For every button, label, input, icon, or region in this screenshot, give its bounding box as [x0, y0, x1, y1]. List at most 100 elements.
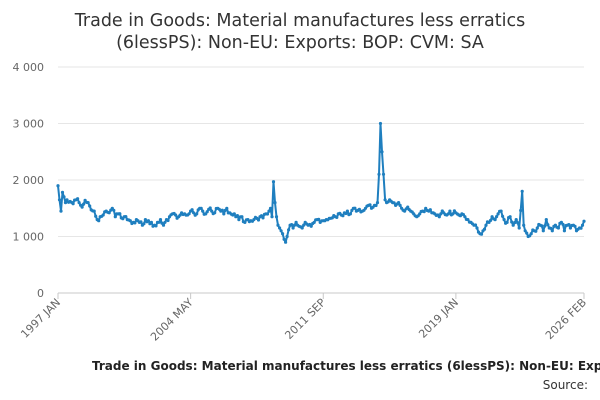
data-point — [484, 223, 488, 227]
data-point — [282, 237, 286, 241]
data-point — [568, 226, 573, 230]
data-point — [317, 217, 321, 221]
data-point — [378, 121, 383, 126]
data-point — [56, 184, 60, 188]
data-point — [208, 206, 212, 210]
data-point — [128, 219, 132, 223]
data-point — [353, 206, 357, 210]
data-point — [561, 222, 565, 226]
data-point — [513, 221, 517, 225]
data-point — [580, 223, 585, 227]
data-point — [290, 223, 294, 227]
data-point — [112, 208, 116, 212]
x-tick-label: 2011 SEP — [282, 296, 328, 342]
data-point — [161, 223, 166, 227]
data-point — [82, 202, 86, 206]
data-point — [274, 215, 279, 219]
data-point — [473, 223, 478, 227]
data-point — [380, 150, 384, 154]
data-point — [368, 203, 372, 207]
data-point — [345, 209, 349, 213]
y-tick-label: 4 000 — [13, 61, 45, 74]
data-point — [57, 198, 62, 202]
data-point — [158, 218, 163, 222]
data-point — [514, 218, 518, 222]
data-point — [543, 224, 547, 228]
data-point — [166, 218, 170, 223]
data-point — [86, 201, 90, 205]
data-point — [549, 226, 553, 230]
data-point — [546, 223, 550, 227]
data-point — [495, 215, 499, 219]
x-tick-label: 2019 JAN — [416, 296, 461, 341]
data-point — [60, 190, 65, 194]
data-point — [335, 215, 339, 219]
data-point — [540, 224, 544, 228]
data-point — [499, 209, 503, 213]
data-point — [522, 223, 526, 227]
data-point — [463, 215, 467, 219]
data-point — [573, 224, 577, 228]
data-point — [281, 232, 285, 236]
series-line-group — [56, 121, 586, 244]
data-point — [398, 203, 402, 207]
data-point — [287, 228, 291, 232]
data-point — [88, 204, 92, 208]
data-point — [243, 220, 247, 224]
data-point — [124, 215, 128, 219]
data-point — [97, 219, 101, 223]
data-point — [520, 189, 524, 193]
data-point — [94, 214, 98, 218]
data-point — [276, 223, 280, 227]
data-point — [65, 198, 69, 202]
x-axis: 1997 JAN 2004 MAY 2011 SEP 2019 JAN 2026 FEB — [18, 293, 589, 344]
series-label-text: Trade in Goods: Material manufactures le… — [92, 359, 600, 373]
data-point — [375, 201, 380, 205]
data-point — [284, 240, 288, 244]
data-point — [501, 214, 505, 218]
data-point — [482, 227, 487, 231]
data-point — [225, 206, 229, 210]
data-point — [107, 211, 111, 215]
y-tick-label: 0 — [37, 287, 44, 300]
data-point — [397, 201, 401, 205]
data-point — [142, 222, 146, 226]
data-point — [293, 223, 297, 227]
y-tick-label: 3 000 — [13, 118, 45, 131]
data-point — [178, 213, 182, 217]
data-point — [479, 232, 484, 236]
data-point — [210, 209, 214, 213]
data-point — [496, 212, 500, 216]
data-point — [195, 212, 199, 216]
data-point — [222, 212, 226, 216]
data-point — [381, 172, 386, 176]
data-point — [446, 212, 450, 216]
data-point — [149, 220, 153, 224]
data-point — [309, 224, 313, 228]
data-point — [279, 229, 283, 233]
data-point — [556, 226, 561, 230]
data-point — [190, 208, 194, 212]
data-point — [344, 211, 348, 216]
data-point — [268, 206, 273, 210]
data-point — [77, 201, 81, 205]
data-point — [205, 210, 209, 214]
data-point — [192, 211, 196, 215]
data-point — [582, 219, 586, 223]
data-point — [163, 220, 167, 224]
data-point — [403, 209, 407, 213]
data-point — [62, 195, 66, 199]
data-point — [466, 218, 470, 222]
data-point — [448, 209, 452, 213]
data-point — [544, 218, 548, 222]
data-point — [348, 212, 352, 216]
data-point — [261, 216, 265, 220]
data-point — [174, 213, 178, 217]
data-point — [437, 215, 441, 219]
data-point — [422, 210, 426, 214]
data-point — [232, 212, 236, 216]
data-point — [439, 212, 443, 216]
data-point — [101, 213, 105, 217]
data-point — [550, 229, 554, 233]
